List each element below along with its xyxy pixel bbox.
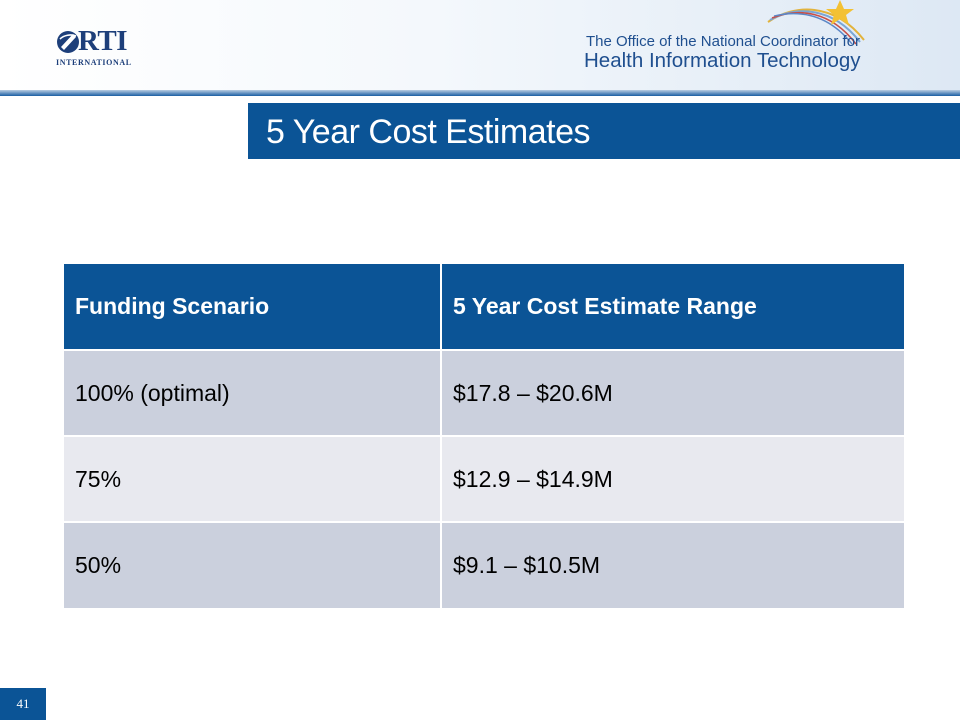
cost-range-cell: $12.9 – $14.9M bbox=[440, 435, 904, 522]
onc-logo-line1: The Office of the National Coordinator f… bbox=[586, 33, 861, 50]
onc-logo-line2: Health Information Technology bbox=[584, 49, 861, 72]
title-band: 5 Year Cost Estimates bbox=[248, 103, 960, 159]
cost-estimate-table: Funding Scenario 5 Year Cost Estimate Ra… bbox=[64, 264, 904, 608]
funding-scenario-cell: 50% bbox=[64, 521, 441, 608]
rti-logo: RTI INTERNATIONAL bbox=[56, 25, 148, 68]
header-divider bbox=[0, 90, 960, 96]
table-row: 50% $9.1 – $10.5M bbox=[64, 521, 904, 608]
table-row: 100% (optimal) $17.8 – $20.6M bbox=[64, 349, 904, 436]
table-header-row: Funding Scenario 5 Year Cost Estimate Ra… bbox=[64, 264, 904, 350]
column-header-cost-range: 5 Year Cost Estimate Range bbox=[440, 264, 904, 350]
cost-range-cell: $9.1 – $10.5M bbox=[440, 521, 904, 608]
onc-swoosh-star-icon bbox=[767, 0, 865, 45]
rti-globe-icon bbox=[57, 31, 79, 53]
onc-logo: The Office of the National Coordinator f… bbox=[584, 0, 884, 80]
rti-logo-word: RTI bbox=[78, 25, 128, 57]
page-number: 41 bbox=[0, 688, 46, 720]
funding-scenario-cell: 75% bbox=[64, 435, 441, 522]
slide-header: RTI INTERNATIONAL The Office of the Nati… bbox=[0, 0, 960, 90]
cost-range-cell: $17.8 – $20.6M bbox=[440, 349, 904, 436]
slide-title: 5 Year Cost Estimates bbox=[266, 113, 591, 151]
column-header-funding-scenario: Funding Scenario bbox=[64, 264, 441, 350]
table-row: 75% $12.9 – $14.9M bbox=[64, 435, 904, 522]
funding-scenario-cell: 100% (optimal) bbox=[64, 349, 441, 436]
rti-logo-subtitle: INTERNATIONAL bbox=[56, 58, 132, 67]
